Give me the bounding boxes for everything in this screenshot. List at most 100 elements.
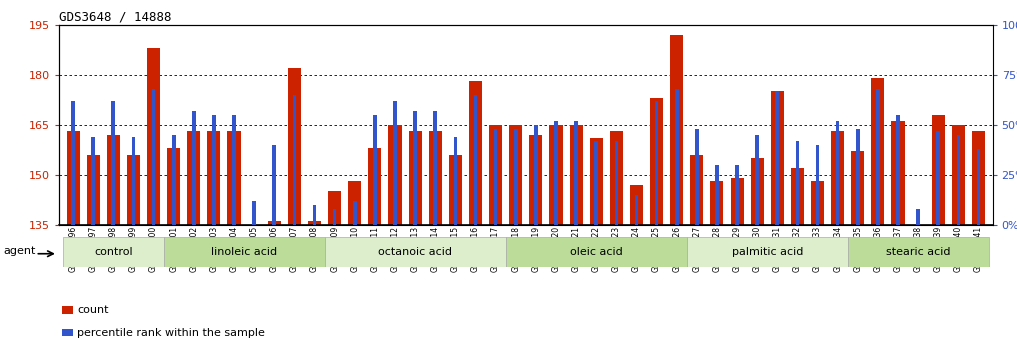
Text: agent: agent (3, 246, 36, 256)
Bar (131, 137, 135, 225)
Bar (66, 131, 79, 225)
Bar (273, 145, 276, 225)
Bar (549, 125, 562, 225)
Bar (474, 95, 477, 225)
Bar (252, 201, 256, 225)
Bar (650, 98, 663, 225)
Bar (831, 131, 844, 225)
Bar (670, 35, 683, 225)
Bar (92, 137, 95, 225)
Bar (756, 135, 759, 225)
Bar (851, 152, 864, 225)
Bar (856, 129, 859, 225)
Bar (590, 138, 603, 225)
Bar (972, 131, 985, 225)
Bar (976, 149, 980, 225)
Bar (192, 111, 195, 225)
Bar (308, 222, 321, 225)
Bar (62, 329, 73, 336)
Bar (71, 101, 75, 225)
Bar (232, 115, 236, 225)
Bar (957, 135, 960, 225)
Bar (167, 148, 180, 225)
Bar (152, 89, 156, 225)
Bar (147, 48, 160, 225)
Bar (409, 131, 422, 225)
Bar (494, 129, 497, 225)
Bar (711, 182, 723, 225)
Bar (594, 141, 598, 225)
Bar (127, 155, 140, 225)
Bar (735, 165, 739, 225)
Bar (715, 165, 719, 225)
Bar (514, 129, 518, 225)
Bar (691, 155, 704, 225)
Bar (811, 182, 824, 225)
Bar (816, 145, 820, 225)
Bar (86, 155, 100, 225)
Bar (454, 137, 458, 225)
Text: count: count (77, 305, 109, 315)
Bar (353, 201, 357, 225)
Bar (333, 209, 337, 225)
Bar (872, 78, 885, 225)
Text: oleic acid: oleic acid (570, 247, 622, 257)
Bar (570, 125, 583, 225)
Bar (751, 158, 764, 225)
Text: GDS3648 / 14888: GDS3648 / 14888 (59, 11, 172, 24)
Bar (836, 121, 839, 225)
Text: percentile rank within the sample: percentile rank within the sample (77, 327, 265, 338)
Bar (413, 111, 417, 225)
Bar (348, 182, 361, 225)
Bar (267, 222, 281, 225)
Bar (575, 121, 578, 225)
Text: linoleic acid: linoleic acid (212, 247, 278, 257)
Bar (312, 205, 316, 225)
Bar (429, 131, 441, 225)
Bar (610, 131, 622, 225)
Bar (686, 237, 848, 267)
Bar (675, 89, 678, 225)
Bar (892, 121, 904, 225)
Bar (172, 135, 176, 225)
Bar (534, 125, 538, 225)
Bar (911, 225, 924, 228)
Bar (876, 89, 880, 225)
Bar (795, 141, 799, 225)
Bar (388, 125, 402, 225)
Bar (630, 185, 643, 225)
Bar (695, 129, 699, 225)
Bar (510, 125, 523, 225)
Text: stearic acid: stearic acid (886, 247, 951, 257)
Bar (368, 148, 381, 225)
Bar (187, 131, 200, 225)
Bar (932, 115, 945, 225)
Bar (293, 95, 296, 225)
Text: octanoic acid: octanoic acid (378, 247, 453, 257)
Bar (952, 125, 965, 225)
Bar (655, 101, 658, 225)
Bar (62, 306, 73, 314)
Bar (213, 115, 216, 225)
Bar (228, 131, 241, 225)
Bar (63, 237, 164, 267)
Bar (791, 168, 804, 225)
Bar (164, 237, 324, 267)
Bar (373, 115, 376, 225)
Bar (771, 91, 784, 225)
Bar (433, 111, 437, 225)
Bar (848, 237, 989, 267)
Bar (394, 101, 397, 225)
Bar (614, 141, 618, 225)
Bar (112, 101, 115, 225)
Bar (776, 91, 779, 225)
Bar (505, 237, 686, 267)
Bar (554, 121, 557, 225)
Bar (324, 237, 505, 267)
Bar (916, 209, 920, 225)
Bar (207, 131, 221, 225)
Bar (448, 155, 462, 225)
Bar (529, 135, 542, 225)
Bar (288, 68, 301, 225)
Bar (469, 81, 482, 225)
